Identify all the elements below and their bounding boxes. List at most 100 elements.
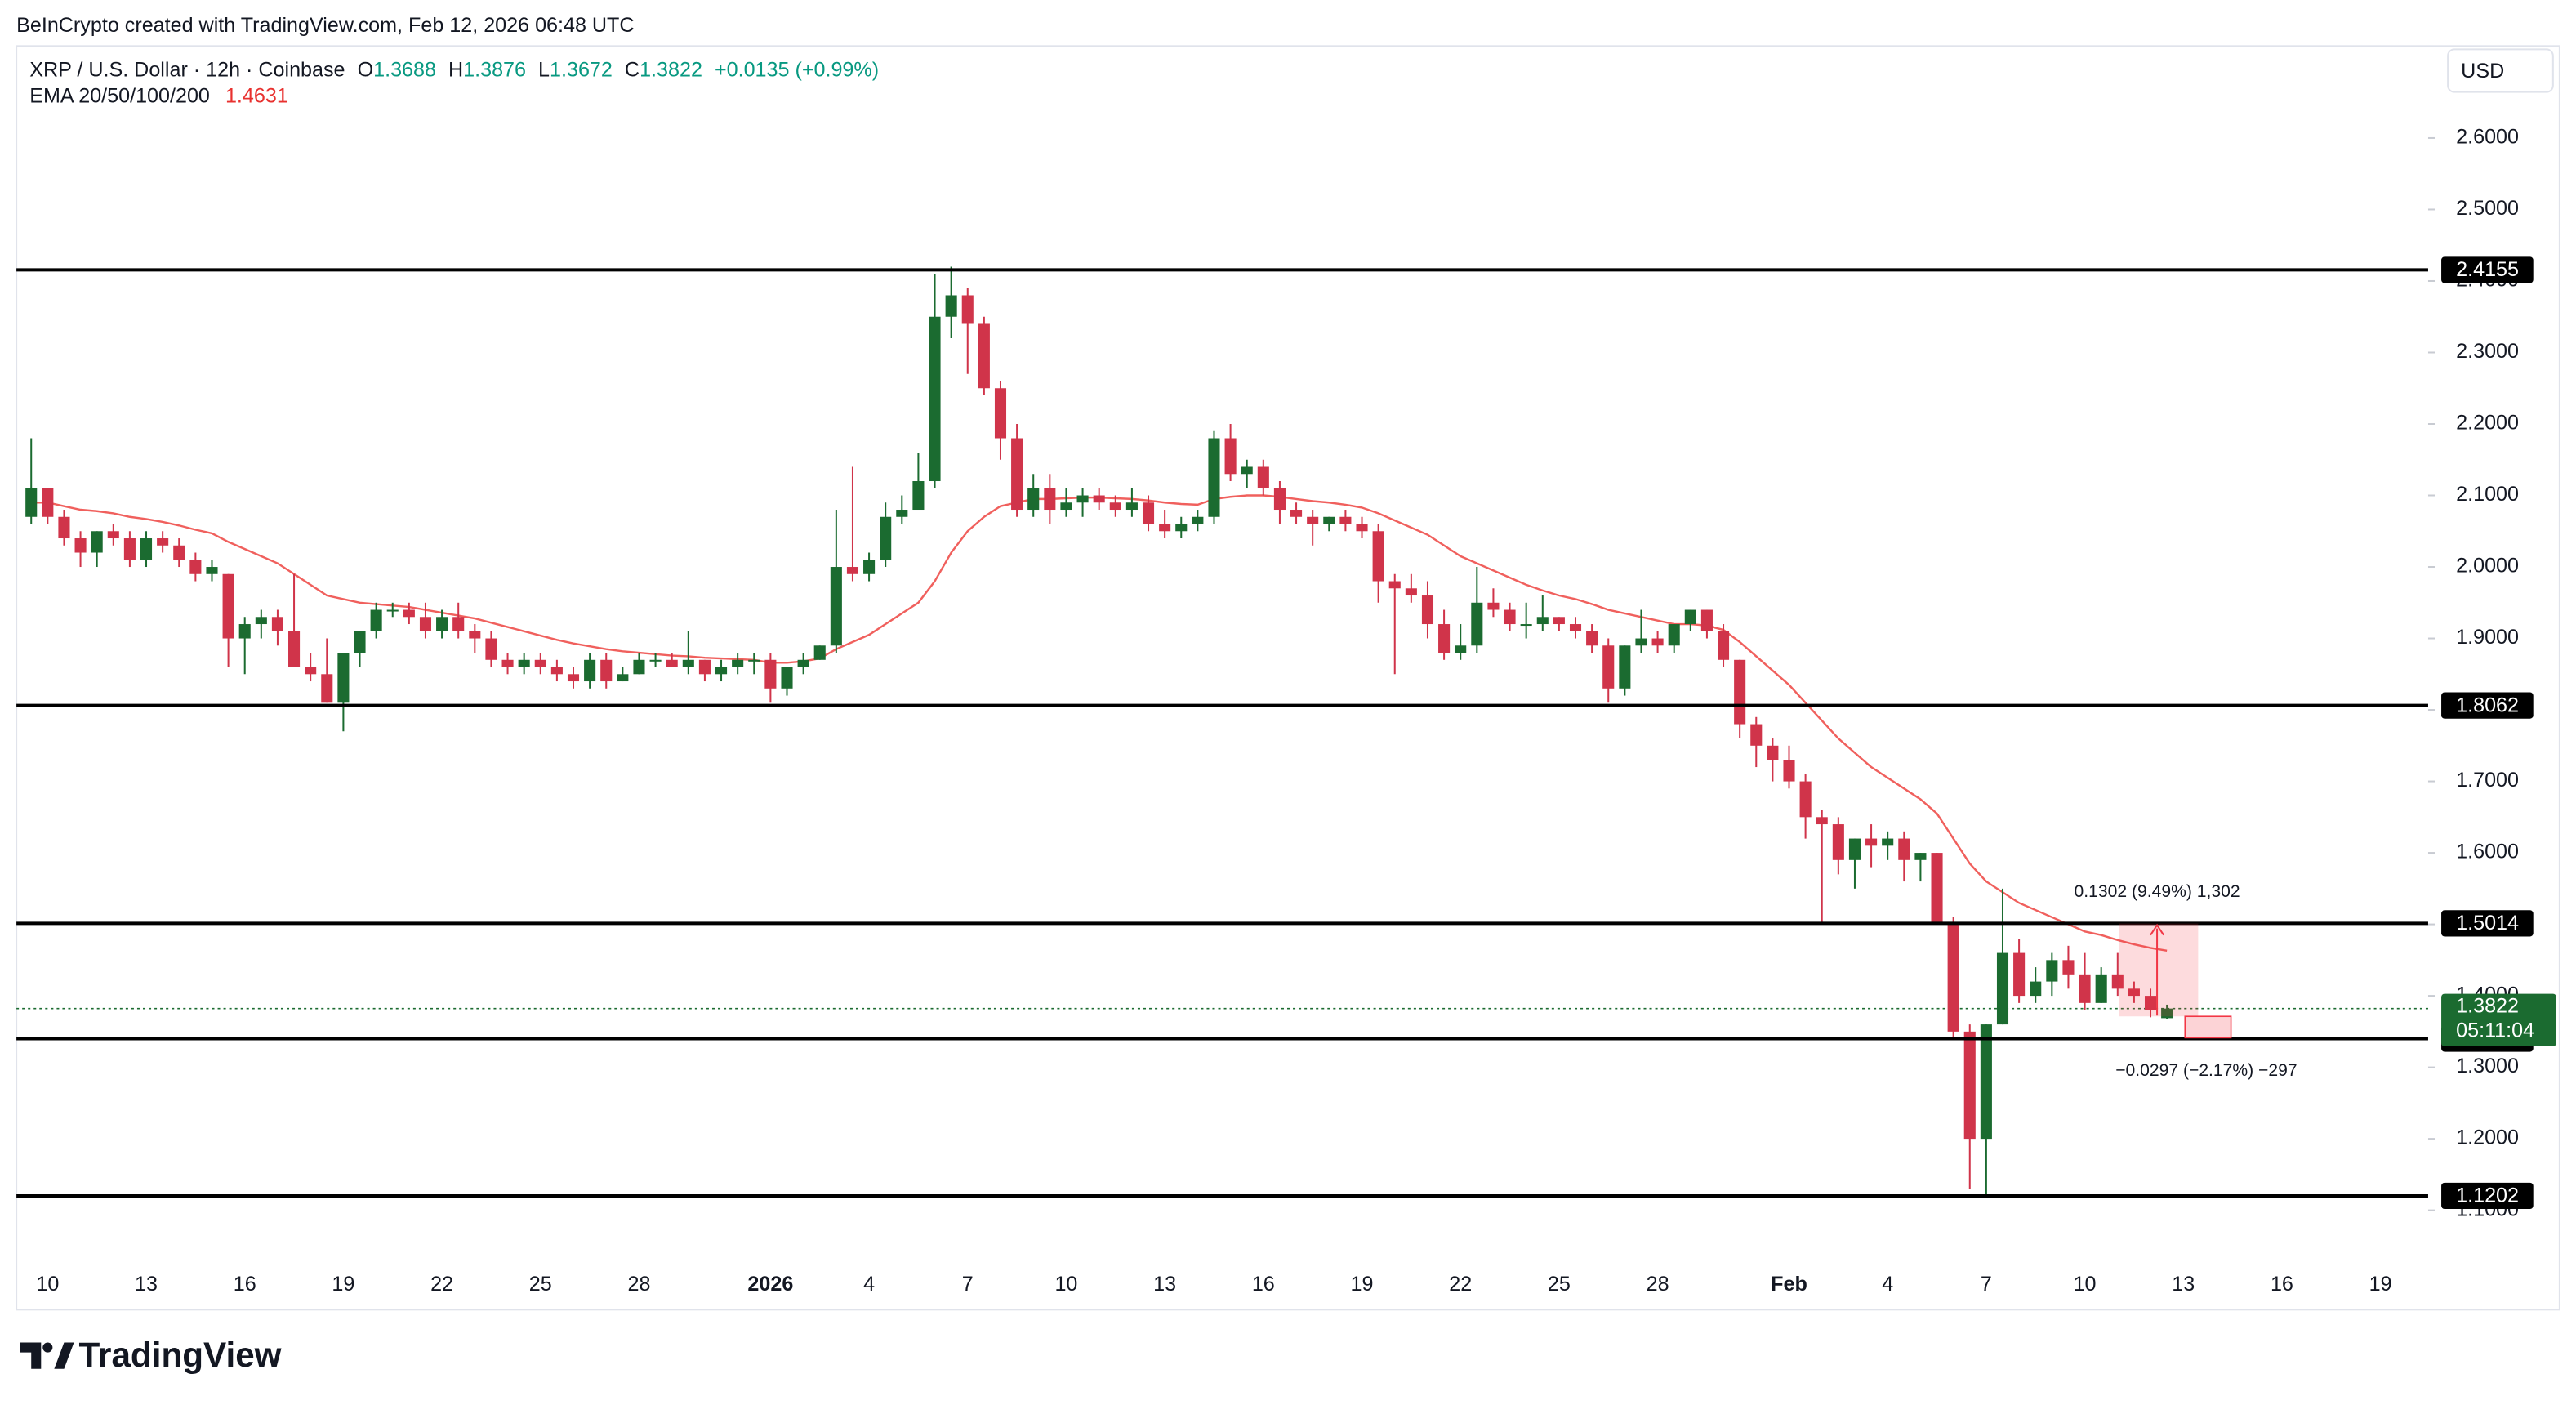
candle-body [1684, 609, 1696, 625]
ohlc-label: H [448, 58, 463, 81]
countdown: 05:11:04 [2456, 1019, 2534, 1041]
candle-body [1405, 588, 1417, 596]
candle-body [649, 659, 662, 662]
candle-body [354, 631, 366, 653]
candle-body [452, 617, 465, 631]
candle-body [2111, 974, 2124, 989]
logo-icon [42, 1342, 53, 1353]
y-tick-label: 2.1000 [2456, 483, 2519, 506]
ohlc-label: L [538, 58, 550, 81]
candle-body [1175, 524, 1188, 532]
x-tick-label: 10 [36, 1273, 59, 1296]
candle-body [929, 316, 941, 482]
candle-body [1421, 595, 1434, 625]
candle-body [1125, 502, 1138, 511]
candle-body [386, 609, 399, 612]
logo-icon [54, 1342, 74, 1369]
ohlc-value: 1.3688 [373, 58, 436, 81]
x-tick-label: 25 [1548, 1273, 1571, 1296]
level-label: 1.5014 [2456, 912, 2519, 934]
candle-body [403, 609, 415, 618]
candle-body [1044, 488, 1056, 511]
candle-body [1865, 838, 1878, 846]
level-badge [2441, 692, 2534, 719]
candle-body [2013, 952, 2026, 997]
y-tick-label: 1.6000 [2456, 841, 2519, 863]
ohlc-label: C [625, 58, 640, 81]
currency[interactable]: USD [2461, 60, 2504, 83]
x-tick-label: 2026 [747, 1273, 793, 1296]
candle-body [880, 516, 892, 560]
candle-body [173, 545, 185, 560]
y-tick-label: 1.2000 [2456, 1126, 2519, 1149]
candle-body [255, 617, 267, 625]
candle-body [698, 659, 711, 675]
candle-body [157, 538, 169, 546]
x-tick-label: 19 [2369, 1273, 2392, 1296]
y-tick-label: 2.2000 [2456, 412, 2519, 435]
level-badge [2441, 1182, 2534, 1210]
measure-arrowhead [2150, 923, 2164, 936]
candle-body [682, 659, 694, 667]
price-label: 1.3822 [2456, 994, 2519, 1017]
candle-body [1783, 760, 1795, 782]
candle-body [288, 631, 301, 667]
y-tick-label: 1.7000 [2456, 769, 2519, 792]
candle-body [91, 531, 103, 553]
chart-frame [16, 45, 2560, 1311]
candle-body [436, 617, 448, 631]
x-tick-label: 16 [234, 1273, 256, 1296]
candle-body [732, 659, 744, 667]
candle-body [797, 659, 809, 667]
candle-body [1848, 838, 1861, 860]
candle-body [945, 295, 957, 317]
candle-body [1882, 838, 1894, 846]
candle-body [1651, 638, 1664, 646]
candle-body [1159, 524, 1171, 532]
candle-body [1388, 581, 1401, 589]
candle-body [2079, 974, 2091, 1003]
y-tick-label: 2.6000 [2456, 126, 2519, 149]
candle-body [1914, 853, 1927, 860]
candle-body [419, 617, 432, 631]
candle-body [863, 560, 876, 574]
logo-icon [20, 1342, 42, 1369]
candle-body [1339, 516, 1352, 524]
x-tick-label: 22 [1449, 1273, 1472, 1296]
candle-body [1257, 466, 1269, 488]
candle-body [469, 631, 481, 639]
ohlc-value: 1.3672 [550, 58, 613, 81]
candle-body [2144, 996, 2157, 1010]
candle-body [1635, 638, 1647, 646]
candle-body [584, 659, 596, 682]
candle-body [1734, 659, 1746, 725]
candle-body [1307, 516, 1319, 524]
candle-body [846, 567, 858, 574]
candle-body [271, 617, 283, 631]
candle-body [1192, 516, 1204, 524]
candle-body [123, 538, 136, 560]
candle-body [666, 659, 678, 667]
measure-box [2184, 1015, 2232, 1039]
candle-body [1323, 516, 1335, 524]
candle-body [978, 323, 990, 389]
candle-body [222, 573, 234, 639]
x-tick-label: 4 [1882, 1273, 1893, 1296]
candle-body [1471, 602, 1483, 646]
candle-body [1947, 924, 1959, 1032]
candle-body [337, 653, 350, 703]
ema-legend: EMA 20/50/100/200 1.4631 [29, 84, 288, 107]
candle-body [501, 659, 514, 667]
candle-body [42, 488, 54, 517]
candle-body [1767, 745, 1779, 760]
candle-body [961, 295, 974, 324]
currency-button[interactable] [2447, 48, 2554, 93]
candle-body [321, 674, 333, 703]
candle-body [1208, 438, 1220, 517]
ema-value: 1.4631 [225, 84, 288, 107]
candle-body [2046, 960, 2058, 982]
candle-body [1487, 602, 1500, 610]
candle-body [1586, 631, 1598, 646]
level-badge [2441, 256, 2534, 283]
